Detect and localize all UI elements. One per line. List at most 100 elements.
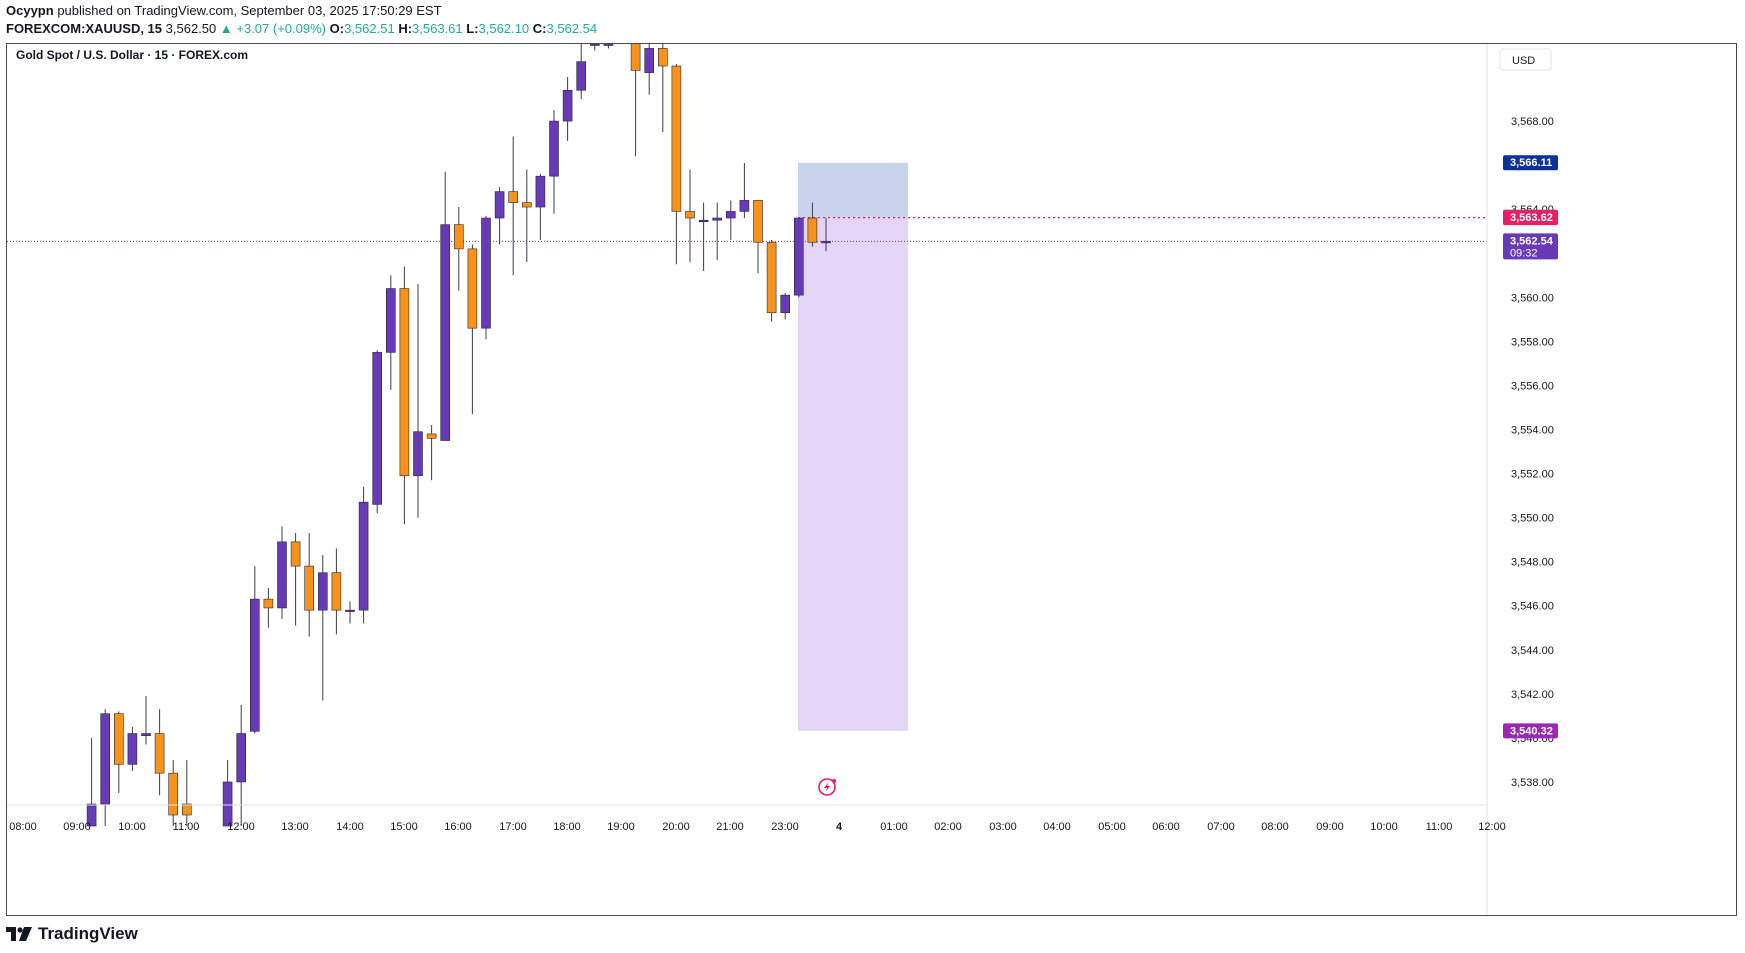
candlestick-chart[interactable]: 3,568.003,566.003,564.003,562.003,560.00… xyxy=(7,44,1736,915)
candle-body-bull xyxy=(494,191,505,219)
countdown-text: 09:32 xyxy=(1510,247,1538,259)
ohlc-open-value: 3,562.51 xyxy=(344,21,395,36)
x-tick-label: 10:00 xyxy=(1370,821,1398,833)
candle-body-bull xyxy=(821,241,831,244)
candle-body-bull xyxy=(739,200,750,212)
price-lines xyxy=(7,216,1487,242)
price-label-text: 3,566.11 xyxy=(1510,157,1552,169)
candle-body-bear xyxy=(426,433,437,439)
candle xyxy=(440,171,451,441)
candle xyxy=(250,566,260,734)
lightning-icon[interactable] xyxy=(818,778,836,796)
x-tick-label: 07:00 xyxy=(1207,821,1235,833)
candle-body-bull xyxy=(236,733,246,783)
price-axis[interactable]: 3,568.003,566.003,564.003,562.003,560.00… xyxy=(1486,44,1558,915)
candle xyxy=(317,555,328,701)
candle-body-bull xyxy=(358,501,369,611)
candle xyxy=(467,244,478,415)
x-tick-label: 01:00 xyxy=(880,821,908,833)
candle-body-bear xyxy=(657,48,668,67)
price-label[interactable]: 3,563.62 xyxy=(1503,210,1558,226)
x-tick-label: 20:00 xyxy=(662,821,690,833)
published-text: published on TradingView.com, September … xyxy=(57,3,442,18)
candle-body-bear xyxy=(263,598,274,609)
candle xyxy=(236,704,246,827)
stop-zone[interactable] xyxy=(798,217,908,731)
currency-button[interactable] xyxy=(1499,48,1552,71)
y-tick-label: 3,544.00 xyxy=(1511,645,1554,657)
candle xyxy=(576,44,587,100)
candle-body-bull xyxy=(698,219,709,223)
candle-body-bull xyxy=(277,541,287,609)
candle xyxy=(644,44,655,95)
price-label-text: 3,563.62 xyxy=(1510,212,1553,224)
candle-body-bear xyxy=(168,772,178,816)
candle xyxy=(154,709,165,796)
target-zone[interactable] xyxy=(798,162,908,218)
y-tick-label: 3,550.00 xyxy=(1511,513,1554,525)
candle xyxy=(290,533,301,626)
price-label-box xyxy=(1503,210,1558,226)
x-tick-label: 06:00 xyxy=(1152,821,1180,833)
candle-body-bear xyxy=(521,202,532,208)
x-tick-label: 23:00 xyxy=(771,821,799,833)
x-tick-label: 02:00 xyxy=(934,821,962,833)
candle-body-bull xyxy=(481,217,491,329)
candle xyxy=(426,425,437,481)
x-tick-label: 10:00 xyxy=(118,821,146,833)
candle-body-bull xyxy=(141,733,151,737)
candle-body-bull xyxy=(317,572,328,611)
author-name[interactable]: Ocyypn xyxy=(6,3,54,18)
brand-name: TradingView xyxy=(38,924,138,943)
price-label[interactable]: 3,540.32 xyxy=(1503,723,1558,739)
currency-label: USD xyxy=(1512,55,1535,67)
candle xyxy=(589,44,600,51)
candle-body-bull xyxy=(562,89,573,122)
position-tool[interactable] xyxy=(798,162,908,731)
candle-body-bear xyxy=(399,288,410,477)
candles xyxy=(86,44,831,827)
candle xyxy=(100,709,110,827)
x-tick-label: 12:00 xyxy=(1478,821,1506,833)
candle xyxy=(725,200,736,241)
x-tick-label: 16:00 xyxy=(444,821,472,833)
candle xyxy=(168,759,178,827)
candle-body-bear xyxy=(114,713,124,765)
price-label-box xyxy=(1503,233,1558,260)
last-price: 3,562.50 xyxy=(165,21,217,36)
candle-body-bull xyxy=(86,803,97,827)
candle xyxy=(753,200,763,274)
candle xyxy=(508,136,519,276)
candle-body-bear xyxy=(630,44,641,71)
candle-body-bull xyxy=(222,781,233,827)
candle-body-bull xyxy=(780,294,791,314)
candle xyxy=(603,44,614,49)
ohlc-high-value: 3,563.61 xyxy=(412,21,463,36)
x-tick-label: 4 xyxy=(836,821,843,833)
price-label[interactable]: 3,566.11 xyxy=(1503,155,1558,171)
y-tick-label: 3,552.00 xyxy=(1511,469,1554,481)
candle-body-bear xyxy=(453,224,464,250)
candle xyxy=(263,588,274,628)
x-tick-label: 17:00 xyxy=(499,821,527,833)
candle-body-bear xyxy=(304,565,315,611)
x-tick-label: 08:00 xyxy=(1261,821,1289,833)
candle xyxy=(413,284,423,518)
time-axis[interactable]: 08:00 09:00 10:00 11:00 12:00 13:00 14:00 15:00… xyxy=(7,804,1506,833)
tradingview-logo[interactable]: TradingView xyxy=(6,924,138,944)
x-tick-label: 05:00 xyxy=(1098,821,1126,833)
y-tick-label: 3,568.00 xyxy=(1511,116,1554,128)
price-label-box xyxy=(1503,723,1558,739)
candle-body-bear xyxy=(766,241,777,314)
y-tick-label: 3,538.00 xyxy=(1511,777,1554,789)
candle xyxy=(141,696,151,745)
candle-body-bull xyxy=(712,217,723,221)
candle xyxy=(562,77,573,141)
ohlc-open-key: O: xyxy=(329,21,345,36)
candle-body-bull xyxy=(603,44,614,46)
candle xyxy=(698,202,709,271)
x-tick-label: 11:00 xyxy=(173,821,200,833)
candle xyxy=(114,711,124,793)
candle-body-bear xyxy=(508,191,519,203)
